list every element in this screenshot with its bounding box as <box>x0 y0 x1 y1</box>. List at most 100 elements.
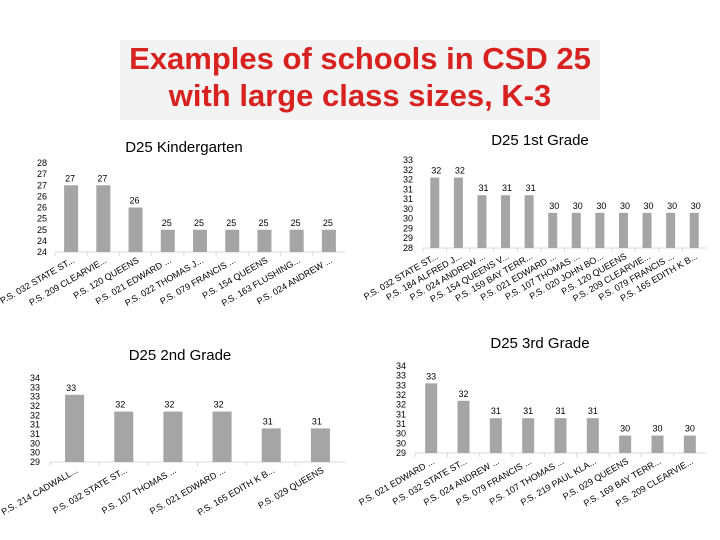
bar-grade2 <box>65 394 85 462</box>
bar-kindergarten <box>225 229 240 252</box>
y-tick-label-grade3: 32 <box>396 400 406 410</box>
bar-grade3 <box>522 418 535 453</box>
y-tick-label-grade3: 29 <box>396 448 406 458</box>
data-label-grade1: 32 <box>455 166 465 176</box>
bar-grade1 <box>477 195 487 248</box>
y-tick-label-kindergarten: 27 <box>37 169 47 179</box>
bar-grade1 <box>689 212 699 248</box>
bar-grade3 <box>683 435 696 453</box>
data-label-kindergarten: 25 <box>226 218 236 228</box>
data-label-grade3: 31 <box>588 406 598 416</box>
data-label-grade1: 30 <box>667 201 677 211</box>
data-label-grade1: 32 <box>431 166 441 176</box>
y-tick-label-grade1: 29 <box>403 233 413 243</box>
y-tick-label-grade3: 31 <box>396 409 406 419</box>
data-label-kindergarten: 25 <box>258 218 268 228</box>
data-label-grade3: 30 <box>620 424 630 434</box>
bar-grade3 <box>489 418 502 453</box>
bar-grade2 <box>212 411 232 462</box>
y-tick-label-grade1: 30 <box>403 214 413 224</box>
data-label-grade2: 32 <box>214 400 224 410</box>
y-tick-label-kindergarten: 26 <box>37 191 47 201</box>
y-tick-label-grade3: 34 <box>396 361 406 371</box>
data-label-grade2: 32 <box>164 400 174 410</box>
data-label-grade1: 30 <box>644 201 654 211</box>
data-label-grade3: 31 <box>556 406 566 416</box>
data-label-grade3: 31 <box>523 406 533 416</box>
bar-grade2 <box>163 411 183 462</box>
bar-grade2 <box>261 428 281 462</box>
y-tick-label-grade2: 31 <box>30 420 40 430</box>
bar-grade3 <box>457 400 470 453</box>
y-tick-label-grade3: 30 <box>396 438 406 448</box>
bar-grade1 <box>453 177 463 248</box>
y-tick-label-grade2: 30 <box>30 438 40 448</box>
y-tick-label-kindergarten: 28 <box>37 158 47 168</box>
bar-grade3 <box>651 435 664 453</box>
bar-grade2 <box>310 428 330 462</box>
bar-grade3 <box>586 418 599 453</box>
y-tick-label-grade1: 33 <box>403 155 413 165</box>
bar-kindergarten <box>160 229 175 252</box>
data-label-grade3: 30 <box>685 424 695 434</box>
data-label-grade1: 30 <box>573 201 583 211</box>
bar-grade1 <box>571 212 581 248</box>
data-label-kindergarten: 27 <box>65 173 75 183</box>
y-tick-label-grade2: 32 <box>30 401 40 411</box>
bar-kindergarten <box>128 207 143 252</box>
data-label-grade3: 30 <box>653 424 663 434</box>
chart-title-kindergarten: D25 Kindergarten <box>125 139 243 156</box>
category-label-grade2: P.S. 214 CADWALL... <box>0 465 80 517</box>
data-label-grade1: 30 <box>691 201 701 211</box>
y-tick-label-grade1: 29 <box>403 223 413 233</box>
y-tick-label-grade1: 31 <box>403 184 413 194</box>
y-tick-label-grade2: 31 <box>30 429 40 439</box>
title-band <box>120 40 600 120</box>
y-tick-label-kindergarten: 25 <box>37 225 47 235</box>
bar-kindergarten <box>289 229 304 252</box>
chart-title-grade2: D25 2nd Grade <box>129 347 232 364</box>
data-label-grade3: 33 <box>426 371 436 381</box>
title-line-2: with large class sizes, K-3 <box>168 78 552 113</box>
data-label-grade2: 31 <box>312 416 322 426</box>
bar-kindergarten <box>257 229 272 252</box>
data-label-grade3: 32 <box>459 389 469 399</box>
y-tick-label-kindergarten: 24 <box>37 236 47 246</box>
y-tick-label-grade3: 33 <box>396 380 406 390</box>
y-tick-label-grade3: 30 <box>396 429 406 439</box>
bar-kindergarten <box>321 229 336 252</box>
title-line-1: Examples of schools in CSD 25 <box>129 41 591 76</box>
y-tick-label-grade3: 33 <box>396 371 406 381</box>
bar-grade1 <box>524 195 534 248</box>
data-label-grade1: 31 <box>502 183 512 193</box>
bar-grade3 <box>425 383 438 453</box>
bar-grade1 <box>666 212 676 248</box>
data-label-grade2: 33 <box>66 383 76 393</box>
y-tick-label-grade2: 29 <box>30 457 40 467</box>
data-label-grade1: 30 <box>620 201 630 211</box>
y-tick-label-grade3: 31 <box>396 419 406 429</box>
bar-grade2 <box>114 411 134 462</box>
data-label-kindergarten: 25 <box>162 218 172 228</box>
data-label-kindergarten: 25 <box>291 218 301 228</box>
data-label-kindergarten: 25 <box>194 218 204 228</box>
y-tick-label-kindergarten: 26 <box>37 203 47 213</box>
bar-grade1 <box>595 212 605 248</box>
bar-grade3 <box>619 435 632 453</box>
data-label-grade2: 31 <box>263 416 273 426</box>
data-label-grade1: 31 <box>478 183 488 193</box>
chart-title-grade1: D25 1st Grade <box>491 132 589 149</box>
bar-grade1 <box>501 195 511 248</box>
bar-grade1 <box>618 212 628 248</box>
y-tick-label-kindergarten: 25 <box>37 214 47 224</box>
data-label-grade1: 30 <box>596 201 606 211</box>
bar-grade1 <box>642 212 652 248</box>
chart-title-grade3: D25 3rd Grade <box>490 335 589 352</box>
data-label-grade2: 32 <box>115 400 125 410</box>
bar-grade1 <box>430 177 440 248</box>
slide-title: Examples of schools in CSD 25 with large… <box>0 40 720 114</box>
y-tick-label-grade2: 30 <box>30 448 40 458</box>
data-label-grade1: 31 <box>526 183 536 193</box>
bar-grade3 <box>554 418 567 453</box>
